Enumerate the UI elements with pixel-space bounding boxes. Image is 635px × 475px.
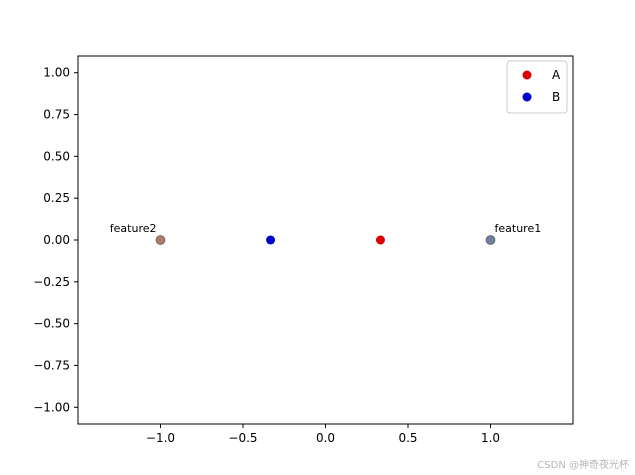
legend-box	[506, 60, 568, 114]
watermark: CSDN @神奇夜光杯	[537, 460, 629, 471]
x-tick-label: −1.0	[146, 431, 175, 445]
anchor-point-feature1	[485, 235, 496, 245]
y-tick-label: 0.50	[43, 149, 70, 163]
legend-label-A: A	[552, 68, 561, 82]
anchor-point-feature2	[155, 235, 166, 245]
y-tick-label: −0.25	[33, 275, 70, 289]
plot-frame	[77, 55, 574, 425]
anchor-label-feature2: feature2	[110, 222, 157, 235]
ticks-layer: −1.0 −0.5 0.0 0.5 1.0 1.00 0.75 0.50 0.25 0.00 −0.…	[33, 66, 500, 445]
x-tick-label: 0.5	[398, 431, 417, 445]
legend-label-B: B	[552, 90, 560, 104]
y-tick-label: 0.00	[43, 233, 70, 247]
x-tick-label: −0.5	[228, 431, 257, 445]
point-series-B	[266, 235, 276, 245]
legend-marker-B	[522, 92, 532, 102]
y-tick-label: 1.00	[43, 66, 70, 80]
y-tick-label: −0.50	[33, 317, 70, 331]
y-tick-label: −1.00	[33, 400, 70, 414]
x-tick-label: 1.0	[481, 431, 500, 445]
legend: AB	[506, 60, 568, 114]
y-tick-label: 0.75	[43, 108, 70, 122]
anchor-label-feature1: feature1	[495, 222, 542, 235]
y-tick-label: 0.25	[43, 191, 70, 205]
x-tick-label: 0.0	[316, 431, 335, 445]
marks-layer: feature1 feature2	[110, 222, 541, 245]
point-series-A	[375, 235, 385, 245]
y-tick-label: −0.75	[33, 358, 70, 372]
legend-marker-A	[522, 70, 532, 80]
